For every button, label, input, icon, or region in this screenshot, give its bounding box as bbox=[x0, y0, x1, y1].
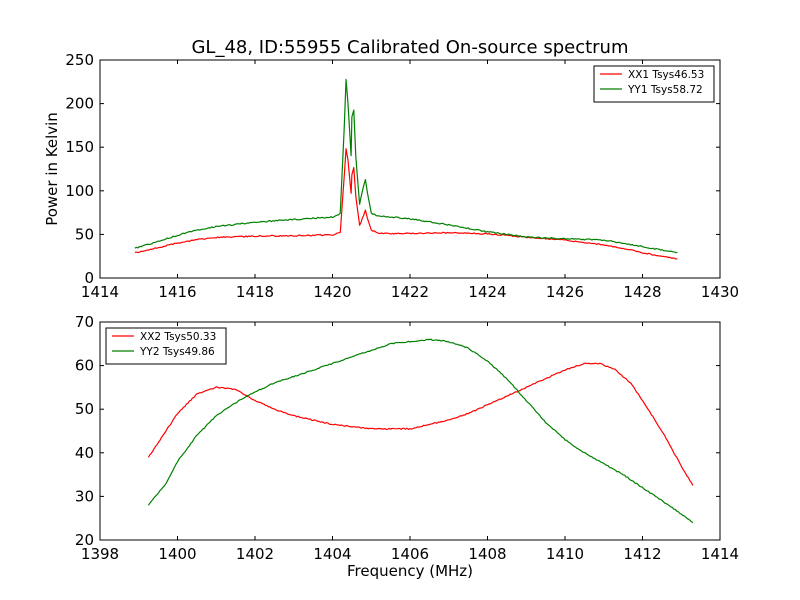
x-tick-label: 1426 bbox=[546, 283, 584, 301]
x-axis-label: Frequency (MHz) bbox=[347, 562, 473, 580]
legend-label: XX2 Tsys50.33 bbox=[140, 331, 216, 343]
chart-title: GL_48, ID:55955 Calibrated On-source spe… bbox=[191, 37, 628, 58]
x-tick-label: 1402 bbox=[236, 545, 274, 563]
y-tick-label: 30 bbox=[75, 487, 94, 505]
x-tick-label: 1404 bbox=[313, 545, 351, 563]
y-tick-label: 0 bbox=[84, 269, 94, 287]
series-line-xx2 bbox=[147, 362, 694, 486]
y-axis-label: Power in Kelvin bbox=[43, 112, 61, 226]
x-tick-label: 1420 bbox=[313, 283, 351, 301]
x-tick-label: 1430 bbox=[701, 283, 739, 301]
legend-label: YY1 Tsys58.72 bbox=[627, 84, 703, 96]
x-tick-label: 1416 bbox=[158, 283, 196, 301]
series-line-yy2 bbox=[147, 338, 694, 524]
y-tick-label: 20 bbox=[75, 531, 94, 549]
bottom-panel: 1398 1400 1402 1404 1406 1408 1410 1412 1414 20 30… bbox=[75, 313, 739, 580]
y-tick-label: 70 bbox=[75, 313, 94, 331]
x-tick-label: 1422 bbox=[391, 283, 429, 301]
x-tick-label: 1414 bbox=[81, 283, 119, 301]
y-tick-label: 200 bbox=[65, 95, 94, 113]
top-panel: 1414 1416 1418 1420 1422 1424 1426 1428 1430 0 50 1… bbox=[43, 51, 739, 301]
y-tick-label: 60 bbox=[75, 357, 94, 375]
x-tick-label: 1418 bbox=[236, 283, 274, 301]
legend-box bbox=[105, 327, 227, 365]
x-tick-label: 1410 bbox=[546, 545, 584, 563]
x-tick-label: 1406 bbox=[391, 545, 429, 563]
series-line-xx1 bbox=[134, 148, 678, 260]
legend-label: XX1 Tsys46.53 bbox=[628, 69, 704, 81]
x-tick-label: 1400 bbox=[158, 545, 196, 563]
legend-box bbox=[593, 65, 715, 103]
x-tick-label: 1408 bbox=[468, 545, 506, 563]
x-tick-label: 1414 bbox=[701, 545, 739, 563]
legend-label: YY2 Tsys49.86 bbox=[139, 346, 215, 358]
series-line-yy1 bbox=[134, 78, 678, 254]
y-tick-label: 250 bbox=[65, 51, 94, 69]
x-tick-label: 1428 bbox=[623, 283, 661, 301]
x-tick-label: 1398 bbox=[81, 545, 119, 563]
y-tick-label: 100 bbox=[65, 182, 94, 200]
x-tick-label: 1412 bbox=[623, 545, 661, 563]
y-tick-label: 50 bbox=[75, 225, 94, 243]
y-tick-label: 50 bbox=[75, 400, 94, 418]
y-tick-label: 150 bbox=[65, 138, 94, 156]
y-tick-label: 40 bbox=[75, 444, 94, 462]
x-tick-label: 1424 bbox=[468, 283, 506, 301]
